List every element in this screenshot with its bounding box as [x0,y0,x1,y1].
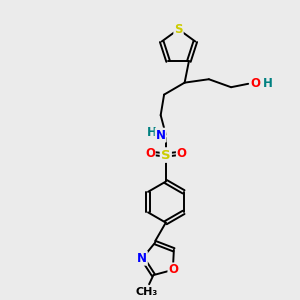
Text: S: S [174,23,183,36]
Text: N: N [137,252,147,265]
Text: CH₃: CH₃ [135,287,158,297]
Text: O: O [176,147,187,160]
Text: H: H [147,126,157,139]
Text: O: O [250,77,260,90]
Text: N: N [156,129,166,142]
Text: H: H [263,77,273,90]
Text: O: O [145,147,155,160]
Text: S: S [161,148,171,162]
Text: O: O [168,263,178,276]
